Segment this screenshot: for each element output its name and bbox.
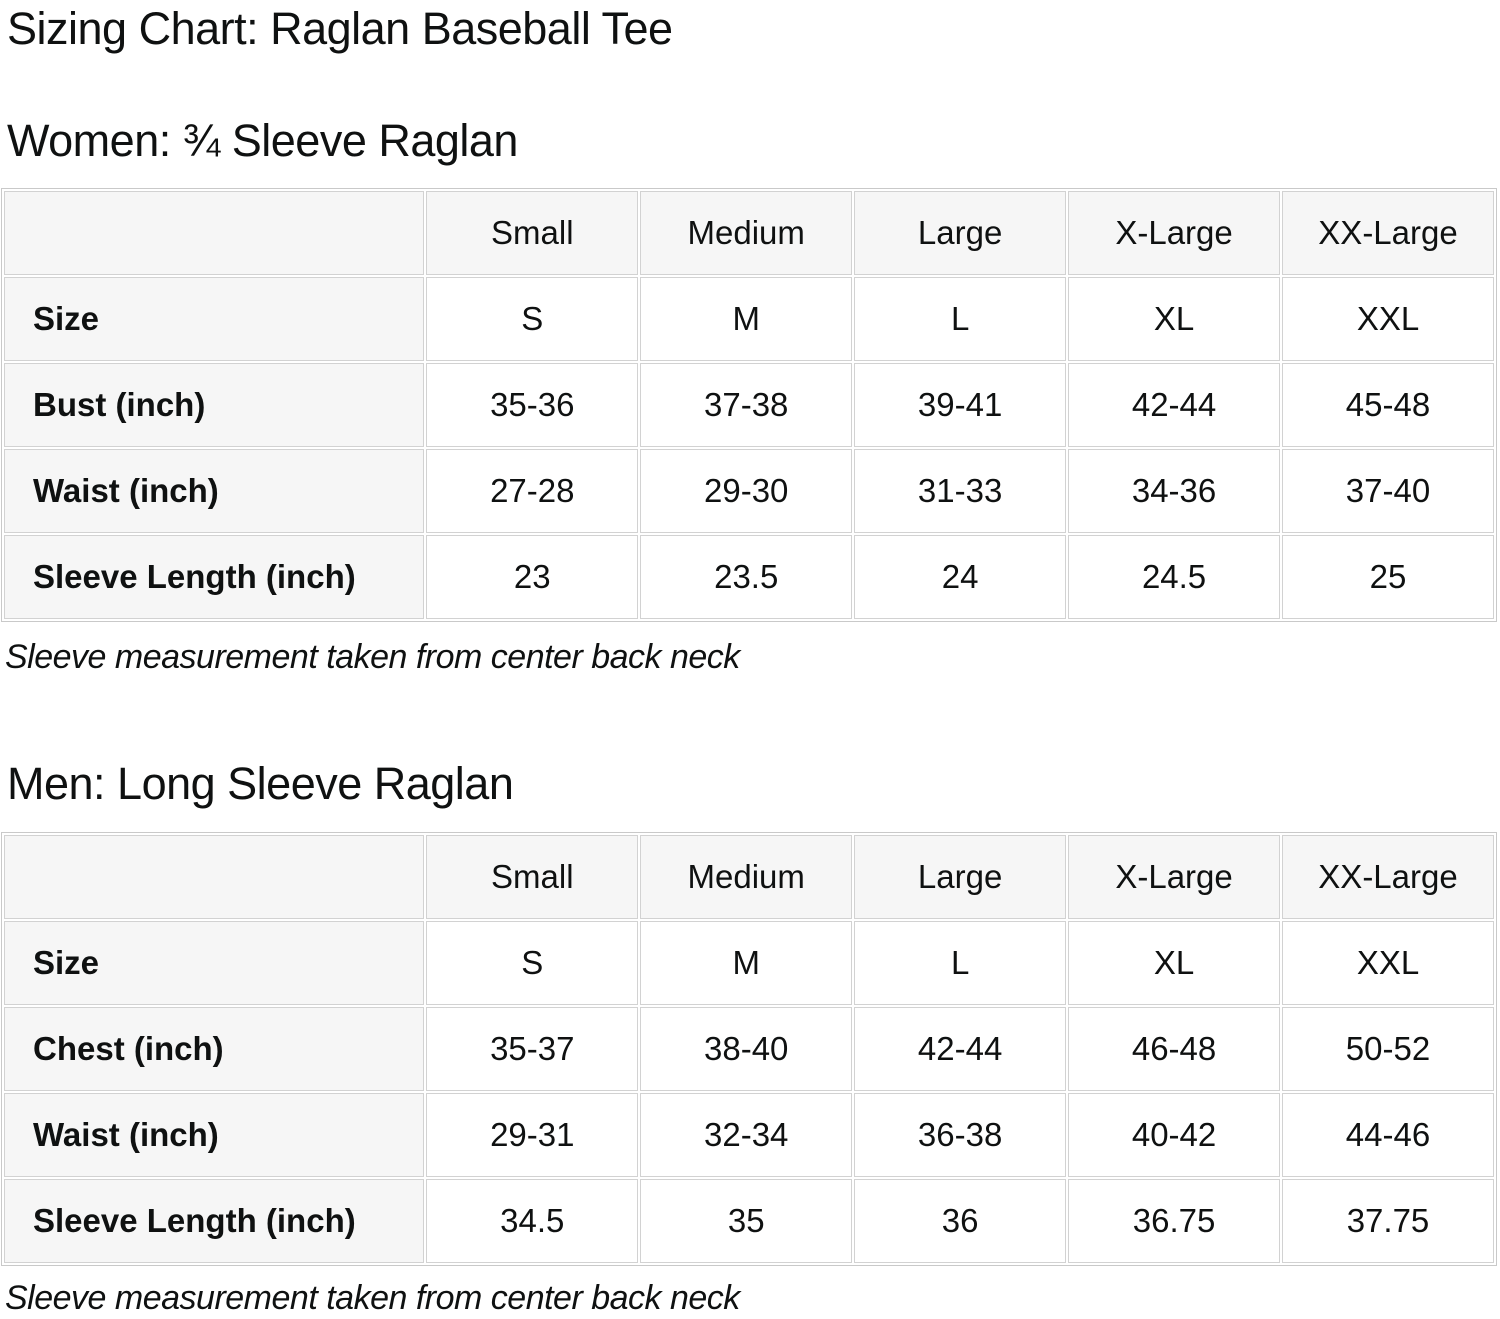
women-row-waist: Waist (inch) 27-28 29-30 31-33 34-36 37-… [4,449,1494,533]
data-cell: 44-46 [1282,1093,1494,1177]
data-cell: 35-36 [426,363,639,447]
data-cell: 36-38 [854,1093,1067,1177]
men-table-note: Sleeve measurement taken from center bac… [5,1279,740,1317]
row-label: Waist (inch) [4,449,425,533]
women-corner-cell [4,191,425,275]
women-column-header-small: Small [426,191,639,275]
data-cell: 27-28 [426,449,639,533]
row-label: Sleeve Length (inch) [4,1179,425,1263]
data-cell: 42-44 [1068,363,1281,447]
data-cell: M [640,921,853,1005]
data-cell: 23.5 [640,535,853,619]
women-table-header-row: Small Medium Large X-Large XX-Large [4,191,1494,275]
men-sizing-table: Small Medium Large X-Large XX-Large Size… [1,832,1497,1266]
data-cell: 24.5 [1068,535,1281,619]
data-cell: 35 [640,1179,853,1263]
women-column-header-xxlarge: XX-Large [1282,191,1494,275]
data-cell: L [854,921,1067,1005]
data-cell: 50-52 [1282,1007,1494,1091]
women-row-size: Size S M L XL XXL [4,277,1494,361]
data-cell: 29-30 [640,449,853,533]
women-section-heading: Women: ¾ Sleeve Raglan [7,115,518,166]
data-cell: 40-42 [1068,1093,1281,1177]
women-row-bust: Bust (inch) 35-36 37-38 39-41 42-44 45-4… [4,363,1494,447]
men-corner-cell [4,835,425,919]
data-cell: XL [1068,277,1281,361]
row-label: Chest (inch) [4,1007,425,1091]
page-title: Sizing Chart: Raglan Baseball Tee [7,3,673,54]
data-cell: 45-48 [1282,363,1494,447]
data-cell: 24 [854,535,1067,619]
data-cell: L [854,277,1067,361]
men-row-size: Size S M L XL XXL [4,921,1494,1005]
men-section-heading: Men: Long Sleeve Raglan [7,758,514,809]
men-column-header-large: Large [854,835,1067,919]
data-cell: 37-40 [1282,449,1494,533]
men-row-chest: Chest (inch) 35-37 38-40 42-44 46-48 50-… [4,1007,1494,1091]
men-table-header-row: Small Medium Large X-Large XX-Large [4,835,1494,919]
women-column-header-large: Large [854,191,1067,275]
men-row-sleeve-length: Sleeve Length (inch) 34.5 35 36 36.75 37… [4,1179,1494,1263]
data-cell: XL [1068,921,1281,1005]
data-cell: 25 [1282,535,1494,619]
data-cell: 37-38 [640,363,853,447]
women-sizing-table: Small Medium Large X-Large XX-Large Size… [1,188,1497,622]
data-cell: 42-44 [854,1007,1067,1091]
women-column-header-xlarge: X-Large [1068,191,1281,275]
data-cell: 46-48 [1068,1007,1281,1091]
women-table-note: Sleeve measurement taken from center bac… [5,638,740,676]
data-cell: 34.5 [426,1179,639,1263]
data-cell: 32-34 [640,1093,853,1177]
row-label: Bust (inch) [4,363,425,447]
women-column-header-medium: Medium [640,191,853,275]
row-label: Size [4,277,425,361]
men-column-header-medium: Medium [640,835,853,919]
women-row-sleeve-length: Sleeve Length (inch) 23 23.5 24 24.5 25 [4,535,1494,619]
data-cell: XXL [1282,277,1494,361]
data-cell: 34-36 [1068,449,1281,533]
data-cell: 23 [426,535,639,619]
data-cell: 39-41 [854,363,1067,447]
data-cell: 37.75 [1282,1179,1494,1263]
men-column-header-small: Small [426,835,639,919]
data-cell: 38-40 [640,1007,853,1091]
data-cell: 35-37 [426,1007,639,1091]
men-column-header-xxlarge: XX-Large [1282,835,1494,919]
data-cell: M [640,277,853,361]
row-label: Size [4,921,425,1005]
men-row-waist: Waist (inch) 29-31 32-34 36-38 40-42 44-… [4,1093,1494,1177]
data-cell: S [426,921,639,1005]
data-cell: 31-33 [854,449,1067,533]
data-cell: 36.75 [1068,1179,1281,1263]
data-cell: S [426,277,639,361]
data-cell: 36 [854,1179,1067,1263]
row-label: Sleeve Length (inch) [4,535,425,619]
men-column-header-xlarge: X-Large [1068,835,1281,919]
row-label: Waist (inch) [4,1093,425,1177]
data-cell: 29-31 [426,1093,639,1177]
data-cell: XXL [1282,921,1494,1005]
